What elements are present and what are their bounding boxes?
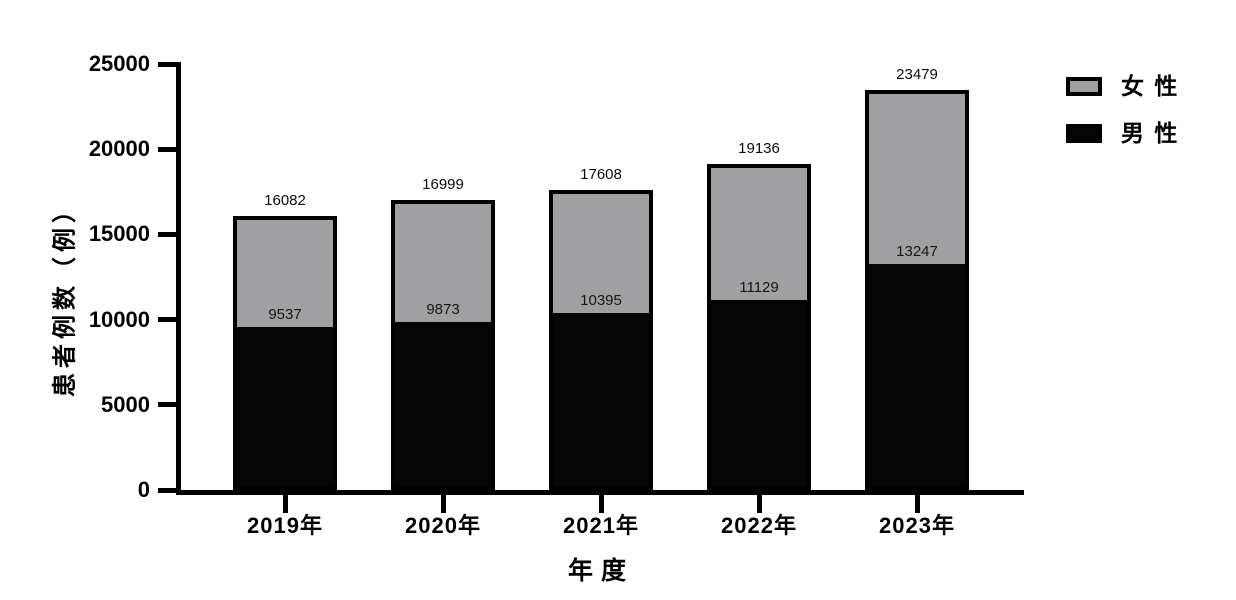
total-value-label: 19136 [738, 139, 780, 157]
y-tick-label: 0 [137, 477, 150, 502]
legend-item-male: 男 性 [1066, 121, 1179, 145]
total-value-label: 16999 [422, 176, 464, 194]
legend-label-male: 男 性 [1121, 120, 1180, 146]
total-value-label: 23479 [896, 65, 938, 83]
x-tick-mark [756, 495, 762, 513]
y-tick-mark [158, 402, 176, 408]
y-tick-label: 5000 [101, 391, 150, 417]
y-tick-mark [158, 317, 176, 323]
x-tick-label: 2023年 [879, 513, 955, 538]
bar-segment-male [711, 300, 807, 486]
male-value-label: 10395 [580, 291, 622, 309]
bar-2023年: 13247 [865, 89, 969, 490]
bar-segment-male [395, 321, 491, 486]
bar-2021年: 10395 [549, 189, 653, 490]
male-value-label: 13247 [896, 243, 938, 261]
x-tick-label: 2020年 [405, 513, 481, 538]
y-tick-label: 20000 [88, 136, 150, 162]
bar-segment-male [869, 264, 965, 486]
x-tick-label: 2022年 [721, 513, 797, 538]
x-tick-mark [440, 495, 446, 513]
x-tick-mark [282, 495, 288, 513]
legend: 女 性 男 性 [1066, 74, 1179, 145]
total-value-label: 17608 [580, 165, 622, 183]
y-tick-label: 25000 [88, 51, 150, 76]
x-tick-label: 2019年 [247, 513, 323, 538]
total-value-label: 16082 [264, 191, 306, 209]
x-tick-label: 2021年 [563, 513, 639, 538]
y-tick-label: 10000 [88, 306, 150, 332]
y-tick-mark [158, 146, 176, 152]
y-tick-mark [158, 61, 176, 67]
x-tick-mark [914, 495, 920, 513]
male-value-label: 11129 [739, 279, 779, 297]
male-value-label: 9537 [268, 306, 302, 324]
female-swatch-icon [1066, 76, 1102, 96]
bar-segment-male [237, 327, 333, 486]
y-tick-mark [158, 487, 176, 493]
x-axis-line [176, 490, 1024, 495]
male-swatch-icon [1066, 123, 1102, 143]
y-tick-label: 15000 [88, 221, 150, 247]
legend-label-female: 女 性 [1121, 73, 1180, 99]
y-axis-line [176, 62, 181, 495]
y-tick-mark [158, 231, 176, 237]
bar-2020年: 9873 [391, 200, 495, 490]
x-axis-title: 年度 [567, 557, 634, 585]
bar-2022年: 11129 [707, 163, 811, 490]
legend-item-female: 女 性 [1066, 74, 1179, 98]
x-tick-mark [598, 495, 604, 513]
bar-2019年: 9537 [233, 215, 337, 490]
male-value-label: 9873 [426, 300, 460, 318]
bar-segment-male [553, 312, 649, 486]
